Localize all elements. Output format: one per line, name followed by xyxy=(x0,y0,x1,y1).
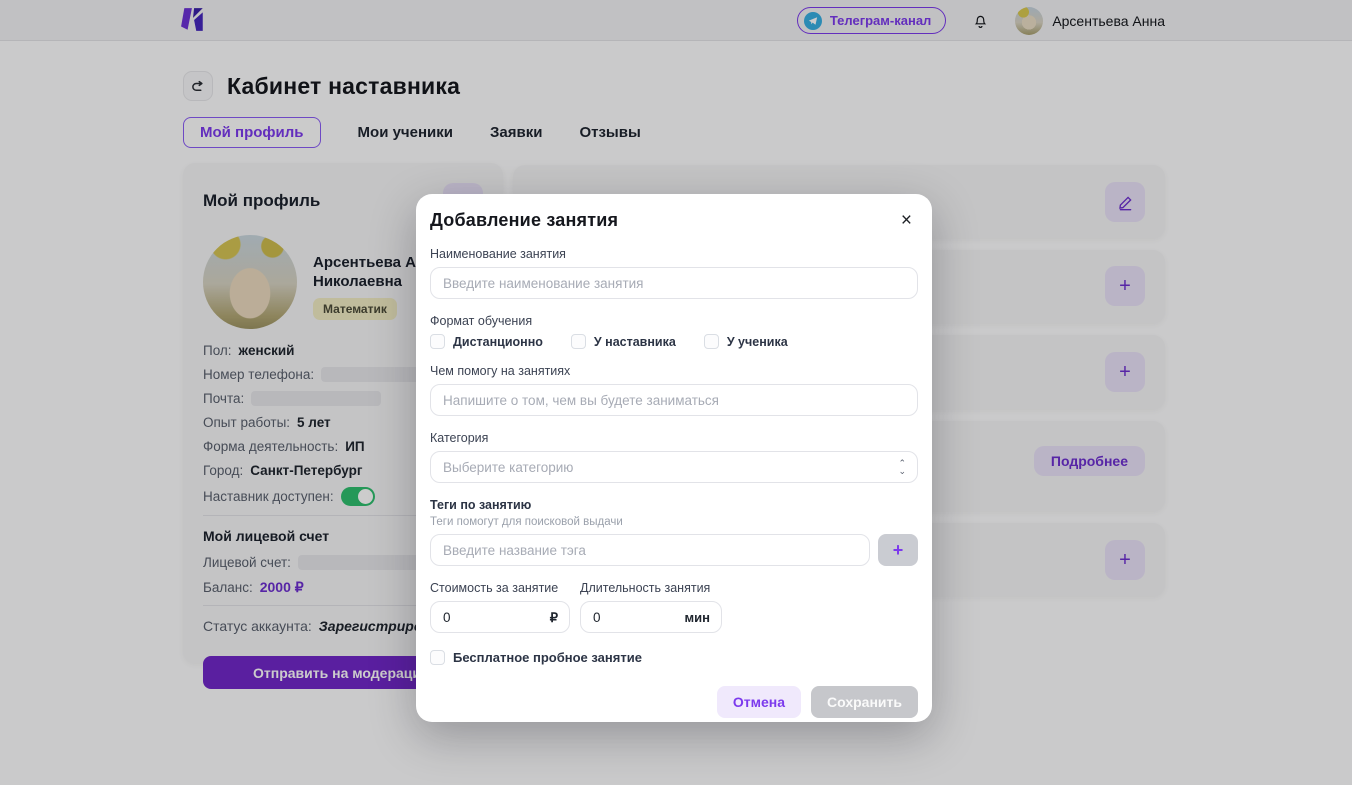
top-header: Телеграм-канал Арсентьева Анна xyxy=(0,0,1352,41)
field-account-status: Статус аккаунта: Зарегистрирован xyxy=(203,618,447,634)
status-value: Зарегистрирован xyxy=(318,618,447,634)
page-title: Кабинет наставника xyxy=(227,72,461,99)
field-balance: Баланс: 2000 ₽ xyxy=(203,579,304,595)
remote-checkbox[interactable] xyxy=(430,334,445,349)
add-button[interactable]: + xyxy=(1105,352,1145,392)
profile-photo xyxy=(203,235,297,329)
user-name: Арсентьева Анна xyxy=(1052,12,1165,29)
details-button[interactable]: Подробнее xyxy=(1033,446,1145,476)
field-gender: Пол: женский xyxy=(203,343,295,358)
price-input[interactable] xyxy=(430,601,570,633)
format-option-at-mentor: У наставника xyxy=(570,334,676,349)
duration-label: Длительность занятия xyxy=(580,581,711,595)
field-city: Город: Санкт-Петербург xyxy=(203,463,363,478)
redacted-phone xyxy=(321,367,440,382)
divider xyxy=(203,515,483,516)
field-phone: Номер телефона: xyxy=(203,367,483,382)
lesson-name-input[interactable] xyxy=(430,267,918,299)
add-tag-button[interactable]: + xyxy=(878,534,918,566)
profile-name: Арсентьева Анна Николаевна xyxy=(313,254,443,290)
chevron-up-down-icon: ⌃ ⌄ xyxy=(898,458,906,476)
back-button[interactable] xyxy=(183,71,213,101)
category-select[interactable] xyxy=(430,451,918,483)
minutes-suffix: мин xyxy=(684,610,710,625)
help-input[interactable] xyxy=(430,384,918,416)
add-lesson-modal: Добавление занятия × Наименование заняти… xyxy=(416,194,932,722)
profile-card-heading: Мой профиль xyxy=(203,191,321,210)
telegram-channel-button[interactable]: Телеграм-канал xyxy=(796,7,947,34)
tab-my-students[interactable]: Мои ученики xyxy=(357,123,453,141)
notifications-bell-icon[interactable] xyxy=(972,11,989,31)
category-label: Категория xyxy=(430,431,489,445)
price-label: Стоимость за занятие xyxy=(430,581,559,595)
help-label: Чем помогу на занятиях xyxy=(430,364,571,378)
cabinet-tabs: Мой профиль Мои ученики Заявки Отзывы xyxy=(183,116,641,148)
field-email: Почта: xyxy=(203,391,483,406)
field-account-number: Лицевой счет: xyxy=(203,555,483,570)
user-avatar xyxy=(1015,6,1044,35)
tag-input[interactable] xyxy=(430,534,870,566)
field-experience: Опыт работы: 5 лет xyxy=(203,415,331,430)
at-student-checkbox[interactable] xyxy=(703,334,719,349)
modal-title: Добавление занятия xyxy=(430,210,619,230)
account-section-heading: Мой лицевой счет xyxy=(203,528,330,544)
tab-reviews[interactable]: Отзывы xyxy=(579,123,641,141)
telegram-channel-label: Телеграм-канал xyxy=(829,13,932,28)
tab-my-profile[interactable]: Мой профиль xyxy=(183,116,321,148)
tags-label: Теги по занятию xyxy=(430,498,532,512)
telegram-icon xyxy=(803,11,822,30)
tags-hint: Теги помогут для поисковой выдачи xyxy=(430,516,623,528)
ruble-suffix: ₽ xyxy=(549,610,558,625)
divider xyxy=(203,605,483,606)
lesson-name-label: Наименование занятия xyxy=(430,247,566,261)
close-icon[interactable]: × xyxy=(900,210,912,231)
edit-button[interactable] xyxy=(1105,182,1145,222)
format-option-remote: Дистанционно xyxy=(430,334,543,349)
tab-requests[interactable]: Заявки xyxy=(489,123,543,141)
format-label: Формат обучения xyxy=(430,314,533,328)
user-menu[interactable]: Арсентьева Анна xyxy=(1015,6,1165,35)
availability-toggle[interactable] xyxy=(340,487,375,506)
duration-input[interactable] xyxy=(580,601,722,633)
field-availability: Наставник доступен: xyxy=(203,487,483,506)
subject-badge: Математик xyxy=(313,298,397,320)
balance-value: 2000 ₽ xyxy=(259,579,304,595)
format-option-at-student: У ученика xyxy=(703,334,788,349)
app-logo-icon[interactable] xyxy=(180,7,206,33)
field-activity-form: Форма деятельность: ИП xyxy=(203,439,365,454)
add-button[interactable]: + xyxy=(1105,266,1145,306)
free-trial-checkbox[interactable] xyxy=(430,650,445,665)
free-trial-option: Бесплатное пробное занятие xyxy=(430,650,642,665)
at-mentor-checkbox[interactable] xyxy=(570,334,586,349)
redacted-email xyxy=(251,391,382,406)
redacted-account-number xyxy=(297,555,433,570)
cancel-button[interactable]: Отмена xyxy=(716,686,802,718)
save-button[interactable]: Сохранить xyxy=(811,686,918,718)
add-button[interactable]: + xyxy=(1105,540,1145,580)
